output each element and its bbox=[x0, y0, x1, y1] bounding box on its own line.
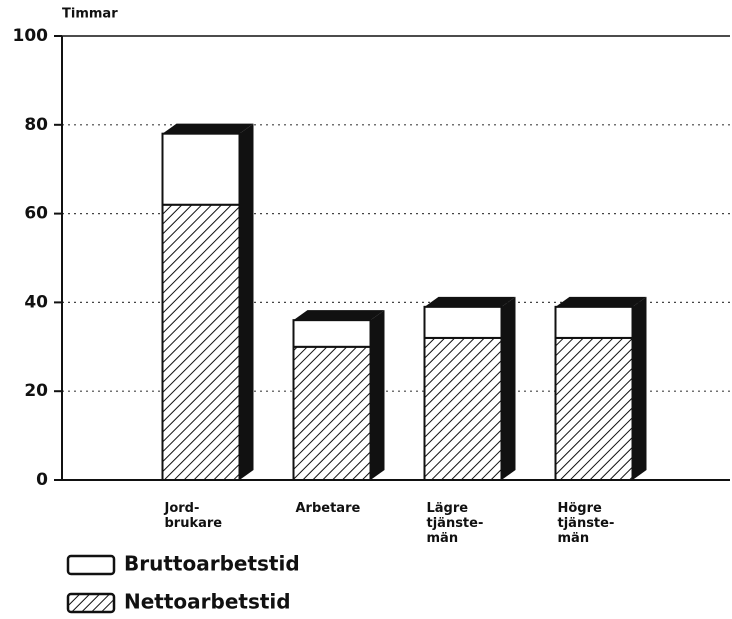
y-tick-label: 40 bbox=[24, 292, 48, 312]
bar-top bbox=[162, 123, 254, 134]
bar-segment bbox=[423, 336, 503, 482]
y-tick-label: 60 bbox=[24, 204, 48, 224]
bar-segment bbox=[292, 345, 372, 481]
legend-label: Nettoarbetstid bbox=[124, 590, 291, 614]
bar-top bbox=[424, 296, 516, 307]
bar-segment bbox=[161, 132, 241, 206]
bar-segment bbox=[292, 319, 372, 348]
y-tick-label: 0 bbox=[36, 470, 48, 490]
bar-depth bbox=[370, 310, 385, 480]
y-tick-label: 20 bbox=[24, 381, 48, 401]
bar-depth bbox=[501, 296, 516, 480]
bar-segment bbox=[554, 336, 634, 482]
bar-depth bbox=[239, 123, 254, 481]
y-tick-label: 80 bbox=[24, 115, 48, 135]
bar-top bbox=[555, 296, 647, 307]
legend-label: Bruttoarbetstid bbox=[124, 552, 300, 576]
bar-segment bbox=[423, 305, 503, 339]
x-tick-label: Lägre tjänste-män bbox=[427, 501, 484, 546]
x-tick-label: Högre tjänste-män bbox=[558, 501, 615, 546]
legend-swatch bbox=[66, 554, 116, 576]
y-tick-label: 100 bbox=[13, 26, 49, 46]
bar-top bbox=[293, 310, 385, 321]
bar-depth bbox=[632, 296, 647, 480]
legend-swatch bbox=[66, 592, 116, 614]
x-tick-label: Jord-brukare bbox=[164, 501, 223, 531]
bar-segment bbox=[554, 305, 634, 339]
x-tick-label: Arbetare bbox=[296, 501, 361, 516]
y-axis-label: Timmar bbox=[62, 7, 118, 22]
bar-segment bbox=[161, 203, 241, 481]
